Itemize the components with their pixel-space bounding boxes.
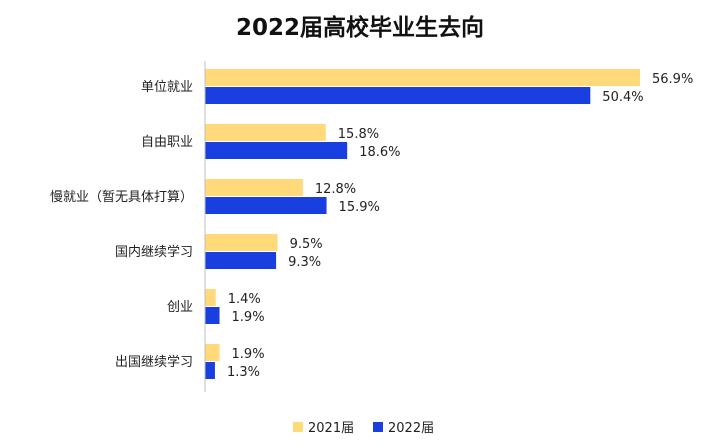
legend-label-2021: 2021届 [308, 421, 354, 436]
category-label: 单位就业 [141, 80, 193, 95]
data-label: 18.6% [359, 145, 400, 160]
legend-label-2022: 2022届 [388, 421, 434, 436]
bar-2022 [205, 87, 591, 104]
data-label: 9.5% [290, 237, 323, 252]
bar-2021 [205, 69, 640, 86]
legend-swatch-2022 [373, 422, 383, 432]
bar-2022 [205, 142, 348, 159]
bar-2021 [205, 344, 220, 361]
data-label: 15.9% [339, 200, 380, 215]
data-label: 1.9% [232, 310, 265, 325]
bar-2022 [205, 362, 215, 379]
data-label: 1.3% [227, 365, 260, 380]
chart-title: 2022届高校毕业生去向 [235, 15, 484, 41]
bar-2021 [205, 289, 216, 306]
bar-2022 [205, 307, 220, 324]
data-label: 12.8% [315, 182, 356, 197]
data-label: 1.9% [232, 347, 265, 362]
bar-2021 [205, 179, 303, 196]
data-label: 1.4% [228, 292, 261, 307]
bar-2021 [205, 124, 326, 141]
data-label: 9.3% [288, 255, 321, 270]
category-label: 慢就业（暂无具体打算） [50, 189, 193, 205]
bar-2022 [205, 252, 277, 269]
category-label: 国内继续学习 [115, 244, 193, 260]
category-label: 创业 [167, 300, 193, 315]
category-label: 出国继续学习 [115, 354, 193, 370]
legend-swatch-2021 [293, 422, 303, 432]
bar-2022 [205, 197, 327, 214]
category-label: 自由职业 [141, 135, 193, 150]
data-label: 50.4% [602, 90, 643, 105]
data-label: 15.8% [338, 127, 379, 142]
data-label: 56.9% [652, 72, 693, 87]
bar-2021 [205, 234, 278, 251]
